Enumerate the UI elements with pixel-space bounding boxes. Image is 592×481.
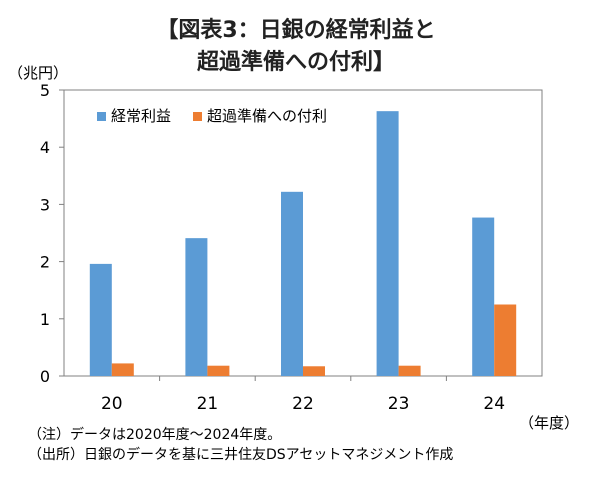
y-tick-label: 1: [40, 310, 50, 329]
chart-source: （出所）日銀のデータを基に三井住友DSアセットマネジメント作成: [28, 447, 454, 463]
y-tick-label: 2: [40, 253, 50, 272]
bar-ordinary-profit: [89, 263, 112, 376]
bars: [89, 111, 517, 376]
legend-label: 超過準備への付利: [207, 107, 327, 125]
chart-title-line2: 超過準備への付利】: [196, 50, 395, 75]
x-axis-unit: （年度）: [519, 414, 580, 432]
y-tick-label: 5: [40, 81, 50, 100]
legend-swatch: [97, 112, 106, 121]
bar-interest-on-excess-reserves: [207, 365, 230, 376]
y-tick-label: 3: [40, 195, 50, 214]
x-axis: 20 21 22 23 24: [101, 376, 505, 414]
x-tick-label: 20: [101, 394, 123, 414]
chart-note: （注）データは2020年度～2024年度。: [28, 427, 282, 443]
legend-label: 経常利益: [111, 107, 171, 125]
legend-swatch: [193, 112, 202, 121]
bar-ordinary-profit: [472, 217, 495, 376]
legend: 経常利益 超過準備への付利: [97, 107, 327, 125]
y-tick-label: 0: [40, 367, 50, 386]
x-tick-label: 22: [292, 394, 314, 414]
x-tick-label: 21: [197, 394, 219, 414]
y-axis-unit: （兆円）: [8, 64, 69, 82]
bar-ordinary-profit: [281, 191, 303, 376]
bar-interest-on-excess-reserves: [494, 304, 517, 376]
bar-interest-on-excess-reserves: [111, 363, 134, 376]
bar-interest-on-excess-reserves: [303, 366, 325, 376]
x-tick-label: 23: [388, 394, 410, 414]
bar-ordinary-profit: [376, 111, 399, 376]
bar-ordinary-profit: [185, 238, 208, 376]
y-axis: 0 1 2 3 4 5: [40, 81, 64, 386]
y-tick-label: 4: [40, 138, 50, 157]
bar-interest-on-excess-reserves: [398, 365, 421, 376]
chart-title-line1: 【図表3：日銀の経常利益と: [156, 18, 436, 43]
x-tick-label: 24: [483, 394, 505, 414]
